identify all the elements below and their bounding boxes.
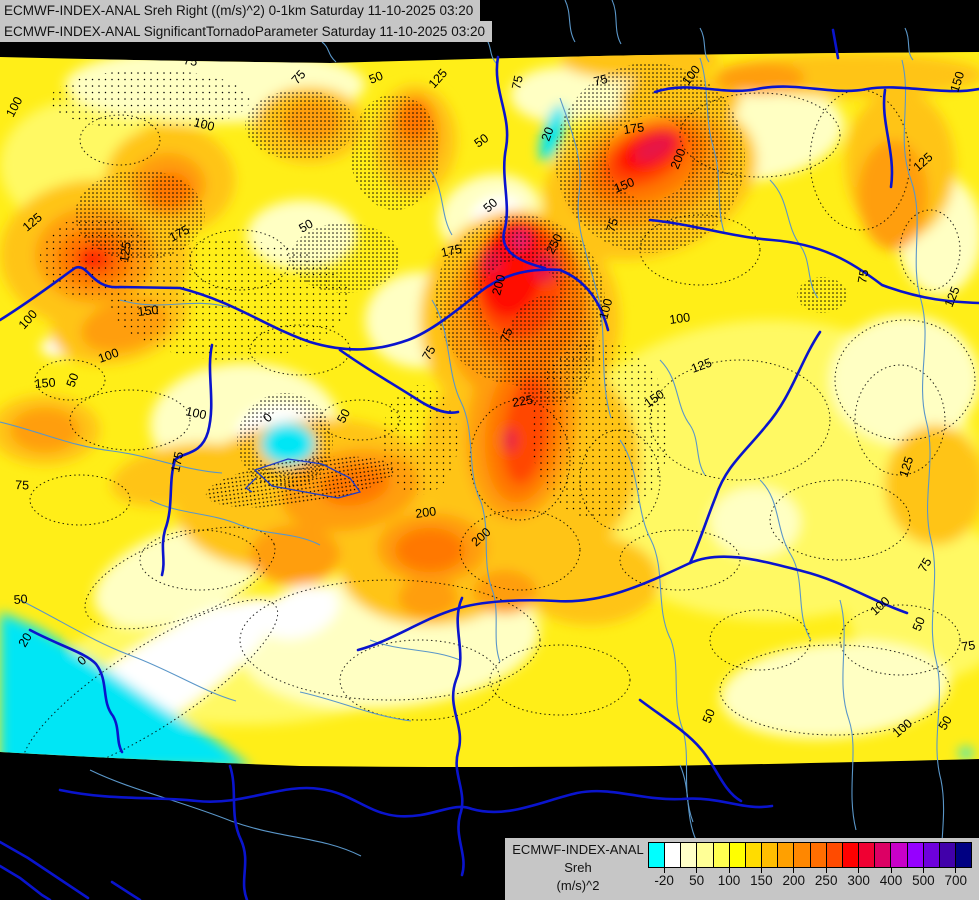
negative-srh-cell-north	[539, 104, 567, 162]
colorbar-tick-label: 300	[847, 873, 870, 888]
colorbar-tick-label: 100	[717, 873, 741, 888]
colorbar-tickmark	[793, 867, 795, 873]
legend-parameter-name: Sreh	[564, 860, 592, 875]
contour-label: 175	[622, 120, 645, 137]
contour-label: 75	[855, 268, 871, 284]
contour-label: 75	[15, 478, 29, 492]
contour-label: 50	[297, 216, 316, 235]
colorbar-tick-label: -20	[654, 873, 674, 888]
colorbar-cell	[891, 843, 908, 867]
colorbar-tick-label: 50	[689, 873, 705, 888]
contour-label: 100	[96, 346, 120, 366]
colorbar-cell	[762, 843, 779, 867]
colorbar-cell	[859, 843, 876, 867]
colorbar-cell	[697, 843, 714, 867]
colorbar-cell	[649, 843, 666, 867]
colorbar-tick-label: 200	[782, 873, 806, 888]
tornado-parameter-contours	[21, 89, 976, 767]
colorbar-cell	[923, 843, 940, 867]
colorbar-tick-label: 500	[912, 873, 935, 888]
contour-label: 200	[489, 273, 508, 297]
colorbar-cell	[794, 843, 811, 867]
colorbar-cell	[826, 843, 843, 867]
negative-srh-cell-balaton	[261, 423, 315, 465]
colorbar-cell	[939, 843, 956, 867]
helicity-fill-field	[0, 52, 979, 767]
colorbar-tickmark	[728, 867, 730, 873]
colorbar-cell	[875, 843, 892, 867]
colorbar	[648, 842, 972, 868]
lake-balaton-outline	[244, 458, 362, 499]
contour-label: 75	[960, 638, 976, 654]
contour-label: 50	[64, 371, 82, 389]
colorbar-cell	[778, 843, 795, 867]
contour-label: 75	[915, 555, 934, 574]
contour-label: 150	[948, 70, 968, 94]
colorbar-tickmark	[696, 867, 698, 873]
contour-label: 50	[13, 592, 28, 607]
colorbar-tickmark	[760, 867, 762, 873]
colorbar-cell	[907, 843, 924, 867]
contour-label: 50	[936, 713, 955, 732]
contour-label: 100	[184, 404, 207, 422]
contour-label: 150	[137, 303, 159, 319]
contour-label: 50	[367, 69, 385, 87]
map-title-tornado-parameter: ECMWF-INDEX-ANAL SignificantTornadoParam…	[0, 21, 492, 42]
colorbar-tickmark	[858, 867, 860, 873]
map-title-sreh: ECMWF-INDEX-ANAL Sreh Right ((m/s)^2) 0-…	[0, 0, 481, 21]
adriatic-sea	[0, 612, 252, 767]
legend-text-block: ECMWF-INDEX-ANAL Sreh (m/s)^2	[509, 841, 647, 895]
colorbar-tickmark	[922, 867, 924, 873]
colorbar-tick-label: 150	[750, 873, 773, 888]
legend-panel: ECMWF-INDEX-ANAL Sreh (m/s)^2 -20 50 100 15…	[505, 838, 979, 900]
colorbar-cell	[842, 843, 860, 867]
contour-label: 75	[604, 216, 622, 234]
colorbar-tickmark	[955, 867, 957, 873]
contour-label: 20	[539, 125, 557, 143]
colorbar-cell	[745, 843, 763, 867]
contour-label: 75	[509, 74, 526, 91]
contour-label: 125	[897, 455, 917, 479]
colorbar-cell	[665, 843, 682, 867]
contour-label: 50	[334, 407, 353, 426]
contour-label: 75	[419, 343, 438, 362]
colorbar-tick-label: 700	[944, 873, 968, 888]
colorbar-cell	[810, 843, 827, 867]
colorbar-tick-label: 250	[814, 873, 838, 888]
contour-label: 175	[440, 242, 463, 260]
contour-label: 50	[700, 707, 718, 725]
contour-label: 125	[117, 241, 134, 264]
colorbar-tick-label: 400	[879, 873, 903, 888]
legend-units: (m/s)^2	[556, 878, 600, 893]
colorbar-tickmark	[890, 867, 892, 873]
tornado-parameter-stipple	[40, 63, 847, 520]
contour-label: 200	[414, 504, 437, 521]
colorbar-cell	[729, 843, 746, 867]
colorbar-tickmark	[663, 867, 665, 873]
contour-label: 125	[689, 356, 713, 376]
contour-label: 75	[592, 72, 609, 89]
colorbar-cell	[681, 843, 698, 867]
colorbar-cell	[955, 843, 972, 867]
contour-label: 50	[910, 615, 928, 633]
contour-label: 100	[596, 297, 615, 321]
country-borders	[0, 28, 979, 900]
contour-label: 225	[511, 393, 534, 410]
legend-model-name: ECMWF-INDEX-ANAL	[512, 842, 644, 857]
contour-label: 20	[16, 630, 35, 649]
contour-label: 75	[498, 326, 516, 344]
colorbar-tickmark	[825, 867, 827, 873]
contour-label: 150	[34, 376, 56, 391]
contour-label: 100	[192, 115, 216, 134]
contour-label: 50	[472, 131, 491, 150]
colorbar-ticks: -20 50 100 150 200 250 300 400 500 700	[648, 867, 972, 897]
contour-label: 100	[668, 310, 691, 327]
colorbar-cell	[713, 843, 730, 867]
contour-label: 175	[168, 450, 186, 473]
